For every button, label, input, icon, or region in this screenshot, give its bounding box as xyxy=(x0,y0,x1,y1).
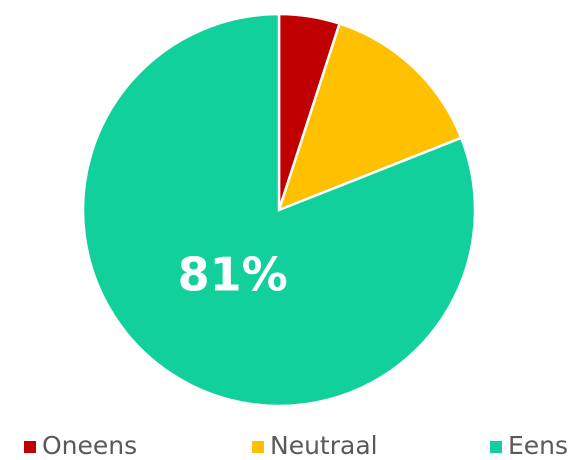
legend-swatch xyxy=(252,441,264,453)
pie-slice xyxy=(276,22,463,213)
legend-text: Neutraal xyxy=(270,431,378,460)
legend-swatch xyxy=(490,441,502,453)
legend-swatch xyxy=(24,441,36,453)
legend-text: Oneens xyxy=(42,431,137,460)
legend-text: Eens xyxy=(508,431,568,460)
slice-label: 81% xyxy=(178,248,288,302)
pie-slice xyxy=(81,12,477,408)
